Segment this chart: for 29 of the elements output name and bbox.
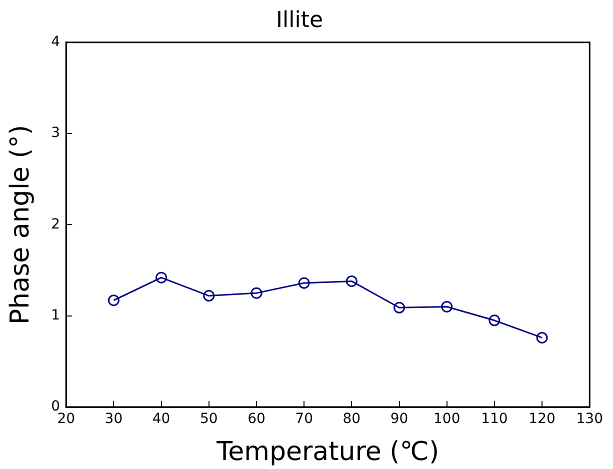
x-axis-title: Temperature (℃) [216, 437, 440, 468]
x-tick-label: 60 [248, 411, 266, 428]
x-tick-label: 110 [481, 411, 508, 428]
x-tick-label: 70 [295, 411, 313, 428]
y-tick-label: 1 [51, 307, 60, 324]
x-tick-label: 100 [433, 411, 460, 428]
point [394, 302, 406, 314]
point [536, 332, 548, 344]
point [488, 314, 500, 326]
y-tick-label: 4 [51, 34, 60, 50]
point [298, 277, 310, 289]
point [250, 287, 262, 299]
y-tick-label: 2 [51, 216, 60, 232]
x-tick-label: 80 [342, 411, 361, 428]
point [203, 290, 215, 302]
chart-title: Illite [276, 8, 323, 33]
y-tick-label: 3 [51, 125, 60, 142]
x-tick-label: 30 [104, 411, 123, 428]
y-axis-title: Phase angle (°) [5, 124, 36, 324]
x-tick-label: 40 [152, 411, 170, 428]
point [156, 272, 168, 284]
point [108, 294, 120, 306]
x-tick-label: 20 [57, 411, 76, 428]
x-tick-label: 50 [200, 411, 218, 428]
x-tick-label: 90 [390, 411, 408, 428]
x-tick-label: 120 [528, 411, 556, 428]
x-tick-label: 130 [576, 411, 604, 428]
point [346, 275, 358, 287]
point [441, 300, 453, 312]
